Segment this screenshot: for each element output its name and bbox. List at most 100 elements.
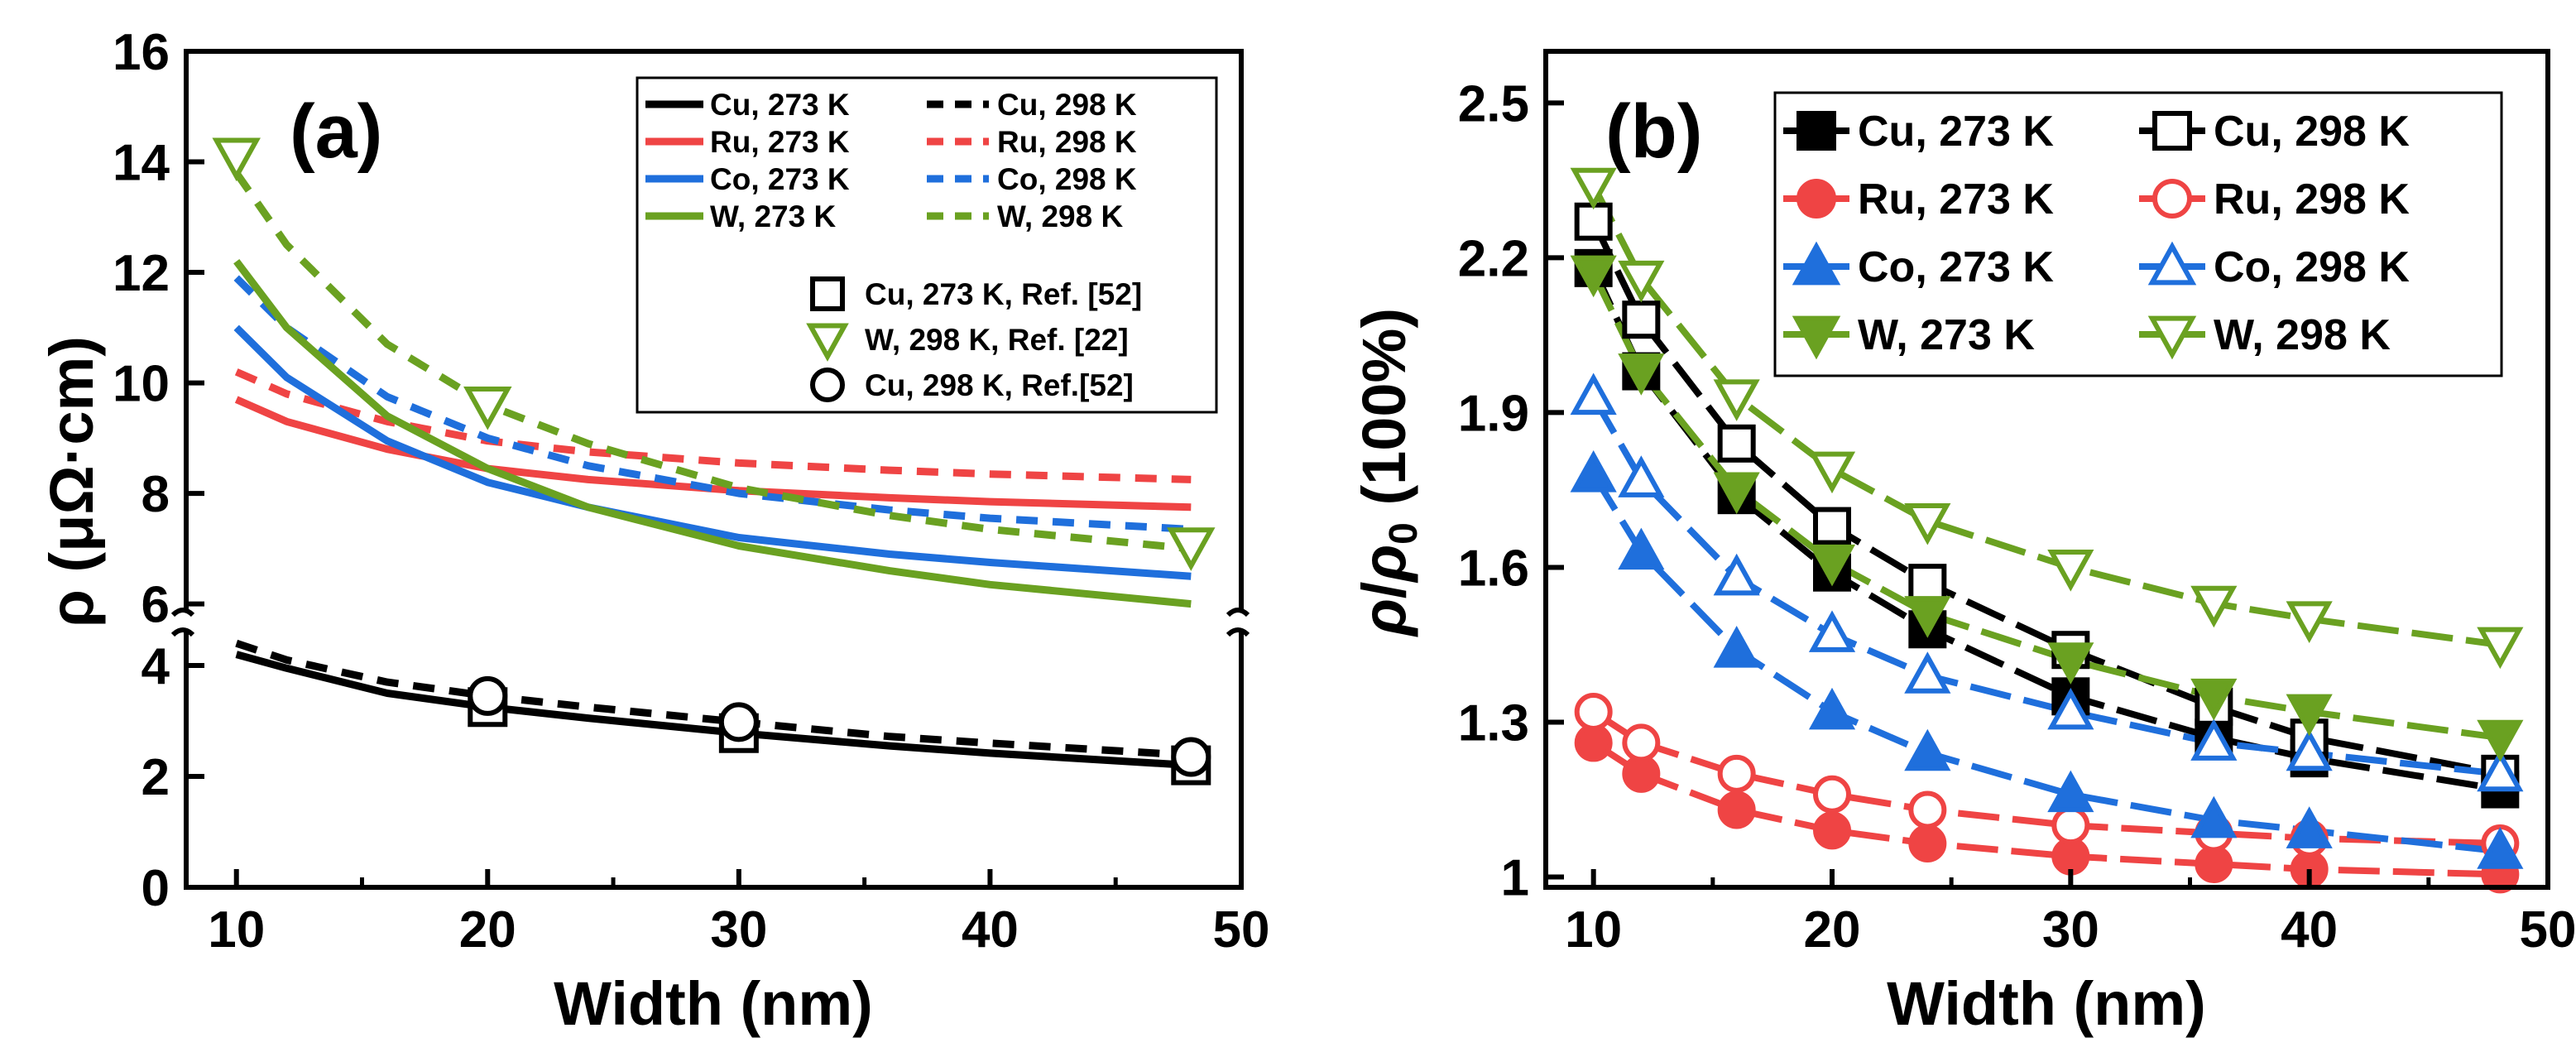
panel-a-ticks: 10 20 30 40 50 0 2 46 8 10 12 14 16 [113,24,1269,959]
y-tick-label: 1.3 [1458,694,1529,752]
legend-marker-ru-273-k [1796,179,1836,219]
data-point-w-298-k [1904,502,1951,545]
series-line-w-273-k [1590,271,2501,742]
x-tick-label: 50 [1213,901,1270,959]
data-point-co-273-k [1618,527,1665,570]
y-tick-label: 6 [142,577,170,634]
legend-label: Co, 273 K [710,162,850,196]
panel-a-label: (a) [290,89,382,174]
data-point-ru-298-k [1717,754,1756,793]
legend-label: Ru, 298 K [2214,175,2410,223]
legend-label: W, 298 K [997,199,1123,233]
x-tick-label: 40 [2281,901,2338,959]
legend-label: W, 273 K [710,199,836,233]
panel-b-xlabel: Width (nm) [1887,969,2206,1038]
data-point-cu-298-k [1813,507,1851,545]
data-point-co-298-k [1904,651,1951,694]
legend-label: Cu, 298 K, Ref.[52] [865,368,1134,402]
panel-b-ticks: 10 20 30 40 50 1 1.3 1.6 1.9 2.2 2.5 [1458,75,2576,959]
legend-marker-co-273-k [1792,241,1841,286]
data-point-ru-298-k [1908,790,1947,829]
y-tick-label: 1.9 [1458,385,1529,442]
y-tick-label: 0 [142,860,170,917]
legend-label: Co, 273 K [1858,243,2054,291]
data-point-co-273-k [2477,827,2524,869]
data-point-w-298-k [2190,585,2238,628]
legend-label: Ru, 273 K [1858,175,2054,223]
data-point-w-273-k [2190,678,2238,721]
data-point-co-298-k [2286,728,2333,771]
data-point-w-298-k [1570,167,1617,210]
data-point-w-298-k [1713,379,1760,421]
x-tick-label: 20 [459,901,516,959]
y-tick-label: 1.6 [1458,540,1529,597]
legend-label: Ru, 298 K [997,125,1137,159]
x-tick-label: 30 [710,901,767,959]
panel-b-legend: Cu, 273 K Cu, 298 K Ru, 273 K Ru, 298 K Co, … [1773,91,2503,377]
panel-a-ylabel: ρ (μΩ·cm) [37,336,106,627]
data-point-co-273-k [2286,806,2333,848]
y-tick-label: 10 [113,356,170,413]
data-point-w-298-k [2477,627,2524,670]
panel-a-xlabel: Width (nm) [554,969,873,1038]
panel-b-frame [1543,49,2550,890]
panel-a-series [233,171,1192,770]
data-point-ru-298-k [1574,693,1613,732]
ref-point-w-298-k-ref-22 [463,386,512,430]
series-line-w-298-k [1590,184,2501,648]
data-point-ru-273-k [2195,844,2233,883]
data-point-co-273-k [1713,626,1760,668]
y-tick-label: 1 [1501,850,1529,907]
data-point-w-273-k [1904,596,1951,638]
data-point-w-273-k [1808,544,1856,587]
series-line-ru-273-k [234,396,1192,512]
series-line-cu-298-k [235,639,1192,759]
series-line-w-298-k [233,171,1192,553]
data-point-ru-273-k [2051,837,2090,876]
x-tick-label: 50 [2520,901,2576,959]
data-point-cu-298-k [1908,564,1947,603]
data-point-ru-298-k [2051,806,2090,845]
axis-break-gap [1230,612,1253,630]
y-tick-label: 2 [142,749,170,806]
y-tick-label: 2.2 [1458,230,1529,287]
data-point-w-273-k [1618,353,1665,396]
axis-break-gap [175,612,198,630]
data-point-w-298-k [1618,260,1665,303]
data-point-co-273-k [1570,450,1617,492]
x-tick-label: 20 [1804,901,1861,959]
legend-label: Cu, 273 K, Ref. [52] [865,277,1142,311]
y-tick-label: 8 [142,466,170,523]
panel-b: 10 20 30 40 50 1 1.3 1.6 1.9 2.2 2.5 (b) Width (nm… [1350,49,2576,1038]
legend-box [636,76,1218,414]
data-point-co-298-k [1713,553,1760,596]
data-point-co-273-k [1808,687,1856,730]
data-point-co-273-k [1904,728,1951,771]
ref-point-cu-298-k-ref-52 [1171,737,1211,777]
axis-break-mark [170,608,195,637]
series-line-ru-298-k [234,368,1192,483]
data-point-co-298-k [2190,718,2238,761]
panel-b-series [1570,167,2524,894]
legend-label: W, 298 K [2214,311,2391,359]
ref-point-cu-298-k-ref-52 [718,702,759,742]
x-tick-label: 10 [1565,901,1622,959]
series-line-co-298-k [233,275,1192,533]
panel-a-legend: Cu, 273 K Cu, 298 KRu, 273 K Ru, 298 KCo, … [636,76,1218,414]
data-point-w-298-k [2047,550,2094,592]
data-point-ru-273-k [1813,811,1851,850]
panel-b-ylabel: ρ/ρ0 (100%) [1350,308,1426,637]
x-tick-label: 30 [2042,901,2099,959]
data-point-co-298-k [1618,455,1665,497]
y-tick-label: 2.5 [1458,75,1529,132]
data-point-w-273-k [1713,472,1760,515]
legend-label: Ru, 273 K [710,125,850,159]
data-point-co-273-k [2047,770,2094,813]
data-point-cu-298-k [1717,424,1756,463]
y-tick-label: 12 [113,245,170,302]
legend-box [1773,91,2503,377]
data-point-w-273-k [2047,642,2094,685]
data-point-co-273-k [2190,795,2238,838]
data-point-co-298-k [2047,687,2094,730]
y-tick-label: 4 [142,638,170,695]
